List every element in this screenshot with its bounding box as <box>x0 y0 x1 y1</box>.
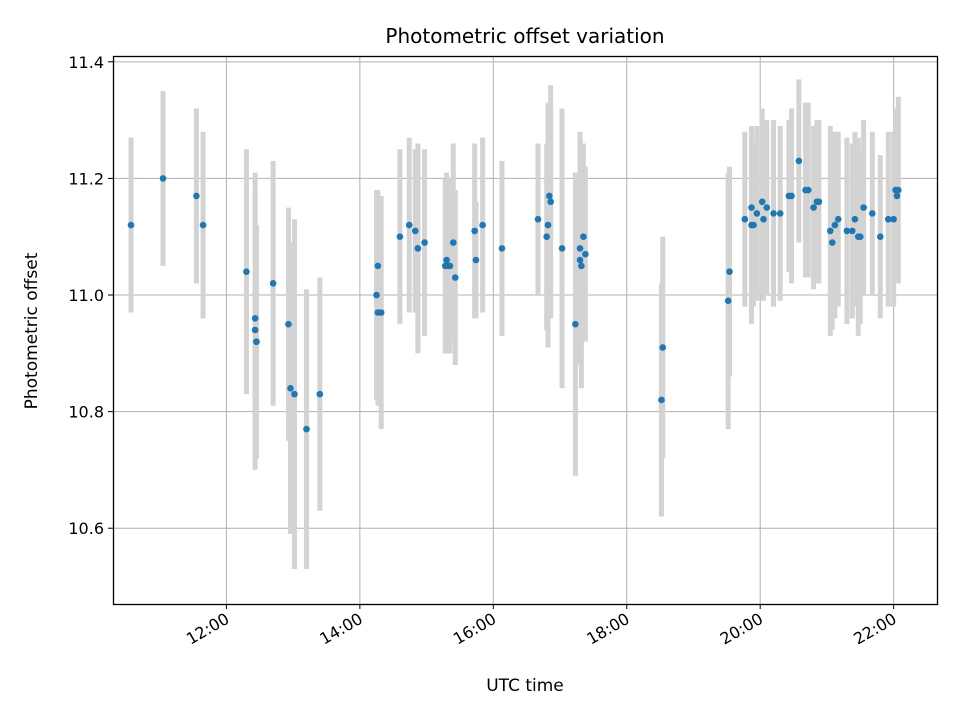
data-point <box>810 204 817 211</box>
data-point <box>826 227 834 235</box>
data-point <box>582 250 589 258</box>
data-point <box>421 239 428 246</box>
data-point <box>396 233 404 241</box>
data-point <box>748 204 755 211</box>
data-point <box>572 320 579 328</box>
data-point <box>498 245 506 252</box>
data-point <box>804 186 812 194</box>
data-point <box>251 326 259 334</box>
y-axis-title: Photometric offset <box>22 252 42 409</box>
data-point <box>199 221 207 229</box>
data-point <box>543 233 550 241</box>
data-point <box>815 198 823 206</box>
data-point <box>578 262 585 270</box>
data-point <box>449 239 457 246</box>
data-point <box>316 390 324 398</box>
data-point <box>479 221 486 229</box>
chart-title: Photometric offset variation <box>385 24 664 48</box>
y-tick-label: 10.8 <box>68 403 104 422</box>
data-point <box>763 204 771 211</box>
data-point <box>414 245 422 252</box>
x-axis-title: UTC time <box>486 676 564 696</box>
data-point <box>741 215 749 223</box>
data-point <box>658 396 665 404</box>
data-point <box>471 227 478 235</box>
data-point <box>547 198 554 206</box>
data-point <box>848 227 856 235</box>
data-point <box>753 210 761 217</box>
data-point <box>251 315 259 322</box>
data-point <box>788 192 795 200</box>
data-point <box>287 384 294 392</box>
data-point <box>770 210 777 217</box>
data-point <box>884 215 892 223</box>
data-point <box>576 245 584 252</box>
y-tick-label: 11.2 <box>68 169 104 188</box>
data-point <box>446 262 454 270</box>
data-point <box>193 192 200 200</box>
data-point <box>546 192 553 200</box>
data-point <box>303 425 310 433</box>
data-point <box>253 338 260 345</box>
data-point <box>726 268 733 276</box>
data-point <box>580 233 587 241</box>
plot-frame <box>112 55 939 606</box>
data-point <box>127 221 135 229</box>
data-point <box>411 227 419 235</box>
data-point <box>834 215 842 223</box>
data-point <box>544 221 552 229</box>
data-point <box>890 215 897 223</box>
data-point <box>374 262 382 270</box>
data-point <box>377 309 385 316</box>
data-point <box>828 239 836 246</box>
data-point <box>443 256 450 264</box>
data-point <box>576 256 584 264</box>
data-point <box>758 198 766 206</box>
data-point <box>843 227 851 235</box>
data-point <box>724 297 732 305</box>
data-point <box>373 291 380 299</box>
data-point <box>659 344 667 351</box>
y-tick-label: 11.0 <box>68 286 104 305</box>
data-point <box>472 256 480 264</box>
data-point <box>291 390 298 398</box>
data-point <box>269 280 277 287</box>
data-point <box>860 204 867 211</box>
data-points <box>127 157 902 433</box>
data-point <box>795 157 803 165</box>
y-axis-ticks: 10.6 10.8 11.0 11.2 11.4 <box>68 53 113 538</box>
data-point <box>856 233 864 241</box>
data-point <box>776 210 784 217</box>
data-point <box>876 233 884 241</box>
data-point <box>285 320 292 328</box>
data-point <box>558 245 566 252</box>
data-point <box>750 221 757 229</box>
data-point <box>451 274 459 281</box>
data-point <box>895 186 902 194</box>
data-point <box>243 268 250 276</box>
data-point <box>534 215 542 223</box>
data-point <box>851 215 859 223</box>
data-point <box>831 221 839 229</box>
data-point <box>893 192 901 200</box>
y-tick-label: 10.6 <box>68 519 104 538</box>
data-point <box>405 221 413 229</box>
data-point <box>868 210 876 217</box>
y-tick-label: 11.4 <box>68 53 104 72</box>
data-point <box>159 175 167 182</box>
data-point <box>760 215 767 223</box>
